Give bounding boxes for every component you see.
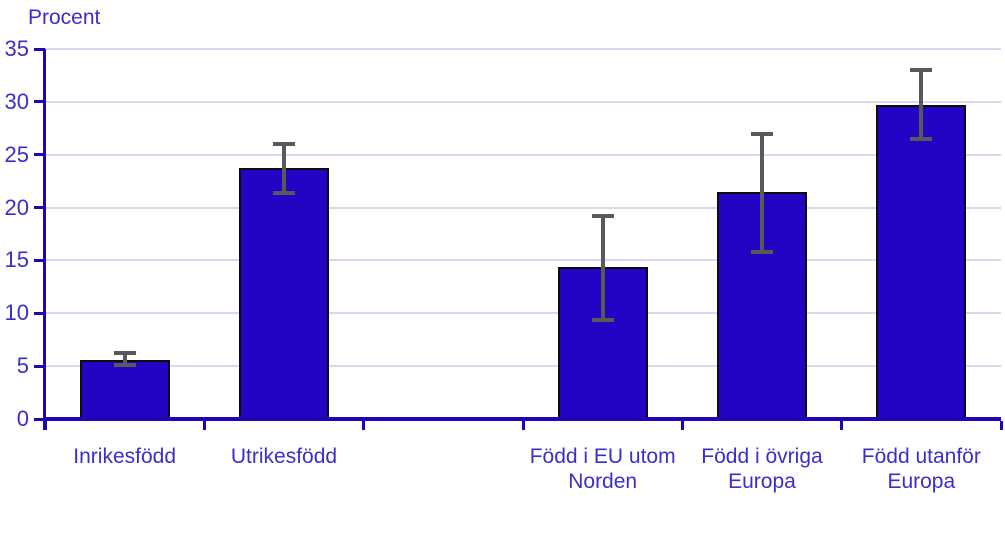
x-axis-tick — [840, 421, 844, 430]
x-axis-label-line: Född i övriga — [701, 445, 823, 468]
x-axis-label: Född i EU utom Norden — [509, 444, 696, 494]
y-axis-tick — [34, 364, 45, 368]
x-axis-tick — [43, 421, 47, 430]
error-bar-line — [282, 144, 286, 193]
x-axis-label: Född utanför Europa — [828, 444, 1005, 494]
y-axis-tick — [34, 206, 45, 210]
x-axis-label-line: Europa — [728, 470, 796, 493]
bar — [239, 168, 329, 419]
error-bar-cap-top — [591, 214, 614, 219]
x-axis-label-line: Utrikesfödd — [230, 445, 338, 468]
x-axis-label-line: Norden — [568, 470, 638, 493]
x-axis-label: Utrikesfödd — [190, 444, 377, 469]
error-bar-line — [760, 133, 764, 252]
error-bar-line — [122, 353, 127, 366]
x-axis-label-line: Inrikesfödd — [73, 445, 177, 468]
error-bar-cap-bottom — [751, 249, 773, 254]
gridline — [45, 100, 1001, 103]
y-tick-label: 30 — [4, 88, 29, 114]
y-axis-tick — [34, 417, 45, 421]
x-axis-line — [43, 417, 1001, 421]
x-axis-label: Född i övriga Europa — [668, 444, 855, 494]
y-axis-title: Procent — [28, 6, 101, 29]
gridline — [45, 48, 1001, 50]
y-axis-tick — [34, 47, 45, 51]
gridline — [45, 365, 1001, 368]
x-axis-label: Inrikesfödd — [31, 444, 218, 469]
x-axis-tick — [680, 421, 684, 430]
error-bar-line — [919, 70, 924, 139]
bar — [876, 105, 967, 419]
x-axis-label-line: Född i EU utom — [529, 445, 676, 468]
y-axis-tick — [34, 100, 45, 104]
x-axis-tick — [521, 421, 525, 430]
gridline — [45, 206, 1001, 209]
y-tick-label: 15 — [4, 247, 29, 273]
x-axis-label-line: Född utanför — [861, 445, 981, 468]
x-axis-tick — [362, 421, 366, 430]
error-bar-cap-top — [910, 68, 933, 73]
error-bar-cap-bottom — [273, 190, 295, 195]
y-tick-label: 20 — [4, 194, 29, 220]
error-bar-cap-top — [273, 142, 295, 147]
error-bar-cap-bottom — [591, 317, 614, 322]
y-axis-tick — [34, 258, 45, 262]
y-axis-tick — [34, 153, 45, 157]
x-axis-tick — [999, 421, 1003, 430]
error-bar-cap-bottom — [113, 363, 136, 368]
gridline — [45, 259, 1001, 262]
y-tick-label: 10 — [4, 300, 29, 326]
gridline — [45, 153, 1001, 156]
error-bar-cap-top — [751, 131, 773, 136]
error-bar-line — [600, 216, 605, 320]
x-axis-tick — [202, 421, 206, 430]
bar — [79, 359, 170, 419]
error-bar-cap-bottom — [910, 136, 933, 141]
y-axis-line — [43, 49, 46, 430]
error-bar-cap-top — [113, 351, 136, 356]
y-axis-tick — [34, 311, 45, 315]
x-axis-label-line: Europa — [887, 470, 956, 493]
gridline — [45, 312, 1001, 315]
y-tick-label: 0 — [16, 406, 29, 431]
y-tick-label: 35 — [4, 36, 29, 61]
y-tick-label: 25 — [4, 141, 29, 167]
y-tick-label: 5 — [16, 353, 29, 379]
